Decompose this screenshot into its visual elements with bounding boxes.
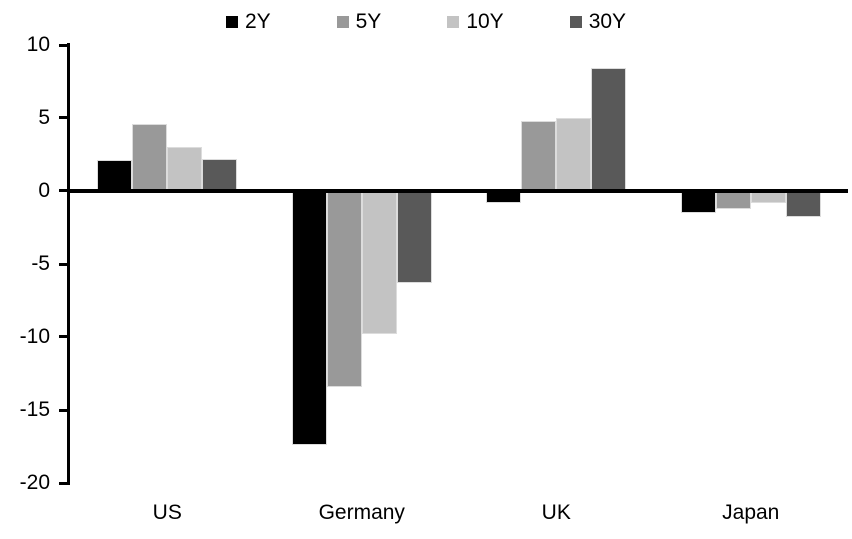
y-tick-label: -15 [19, 398, 50, 421]
legend-label-30y: 30Y [588, 10, 627, 33]
x-label-japan: Japan [722, 501, 780, 524]
y-tick-mark [59, 408, 70, 412]
y-tick-mark [59, 262, 70, 266]
legend-item-10y: 10Y [447, 10, 504, 34]
legend-label-5y: 5Y [355, 10, 382, 33]
y-tick-label: 10 [26, 33, 50, 56]
legend-swatch-5y-icon [336, 16, 349, 28]
bar-uk-10y [556, 117, 592, 191]
legend-item-5y: 5Y [336, 10, 382, 34]
y-tick-mark [59, 43, 70, 47]
y-tick-label: 5 [38, 105, 50, 129]
legend-label-2y: 2Y [244, 10, 271, 33]
plot-area [70, 45, 848, 483]
chart-legend: 2Y 5Y 10Y 30Y [0, 10, 852, 34]
bar-us-30y [202, 158, 238, 191]
y-tick-mark [59, 481, 70, 485]
zero-line [70, 188, 848, 193]
legend-swatch-30y-icon [569, 16, 582, 28]
legend-label-10y: 10Y [466, 10, 504, 33]
y-axis-ticks [59, 43, 70, 485]
bar-japan-5y [715, 190, 751, 209]
bar-japan-30y [785, 190, 821, 218]
bar-germany-5y [326, 190, 362, 387]
legend-item-30y: 30Y [569, 10, 627, 34]
legend-swatch-2y-icon [225, 16, 238, 28]
y-axis-line [67, 43, 70, 485]
bar-us-2y [97, 160, 133, 191]
y-tick-label: 0 [38, 178, 50, 202]
x-label-us: US [152, 501, 182, 524]
x-label-uk: UK [541, 501, 571, 524]
bar-uk-5y [521, 120, 557, 191]
bar-us-10y [167, 147, 203, 191]
legend-swatch-10y-icon [447, 16, 460, 28]
y-tick-label: -5 [31, 252, 50, 275]
y-axis-labels: 10 5 0 -5 -10 -15 -20 [0, 33, 50, 494]
bar-japan-2y [680, 190, 716, 213]
y-tick-mark [59, 335, 70, 339]
legend-item-2y: 2Y [225, 10, 271, 34]
y-tick-mark [59, 116, 70, 120]
x-label-germany: Germany [318, 501, 405, 524]
bar-us-5y [132, 123, 168, 191]
bar-germany-2y [291, 190, 327, 446]
bar-germany-30y [396, 190, 432, 283]
y-tick-label: -20 [19, 471, 50, 494]
y-tick-label: -10 [19, 324, 50, 348]
y-tick-mark [59, 189, 70, 193]
x-axis-labels: US Germany UK Japan [70, 501, 848, 531]
bar-germany-10y [361, 190, 397, 335]
bar-uk-30y [591, 68, 627, 191]
